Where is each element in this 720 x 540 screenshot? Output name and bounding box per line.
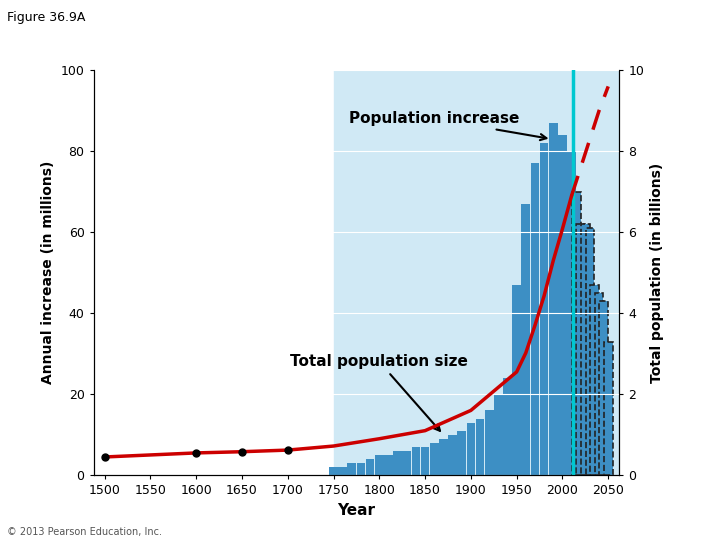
- Bar: [549, 123, 557, 475]
- Bar: [567, 151, 576, 475]
- Text: Population increase: Population increase: [349, 111, 546, 140]
- Bar: [375, 455, 384, 475]
- Bar: [366, 459, 374, 475]
- Bar: [513, 285, 521, 475]
- Bar: [585, 228, 594, 475]
- Bar: [420, 447, 429, 475]
- Bar: [494, 394, 503, 475]
- Bar: [338, 467, 347, 475]
- Bar: [485, 410, 493, 475]
- Y-axis label: Annual increase (in millions): Annual increase (in millions): [41, 161, 55, 384]
- Text: © 2013 Pearson Education, Inc.: © 2013 Pearson Education, Inc.: [7, 527, 162, 537]
- Bar: [581, 224, 590, 475]
- Bar: [457, 431, 466, 475]
- X-axis label: Year: Year: [338, 503, 375, 518]
- Bar: [476, 418, 485, 475]
- Bar: [348, 463, 356, 475]
- Text: Total population size: Total population size: [290, 354, 468, 431]
- Bar: [572, 192, 580, 475]
- Bar: [540, 143, 549, 475]
- Bar: [333, 70, 619, 475]
- Bar: [412, 447, 420, 475]
- Bar: [430, 443, 438, 475]
- Y-axis label: Total population (in billions): Total population (in billions): [649, 163, 664, 383]
- Bar: [448, 435, 457, 475]
- Bar: [595, 293, 603, 475]
- Bar: [329, 467, 338, 475]
- Bar: [393, 451, 402, 475]
- Bar: [531, 163, 539, 475]
- Bar: [590, 285, 599, 475]
- Bar: [503, 378, 512, 475]
- Bar: [558, 135, 567, 475]
- Bar: [577, 224, 585, 475]
- Bar: [521, 204, 530, 475]
- Bar: [356, 463, 365, 475]
- Bar: [599, 301, 608, 475]
- Bar: [604, 342, 613, 475]
- Bar: [384, 455, 393, 475]
- Bar: [467, 422, 475, 475]
- Bar: [439, 438, 448, 475]
- Text: Figure 36.9A: Figure 36.9A: [7, 11, 86, 24]
- Bar: [402, 451, 411, 475]
